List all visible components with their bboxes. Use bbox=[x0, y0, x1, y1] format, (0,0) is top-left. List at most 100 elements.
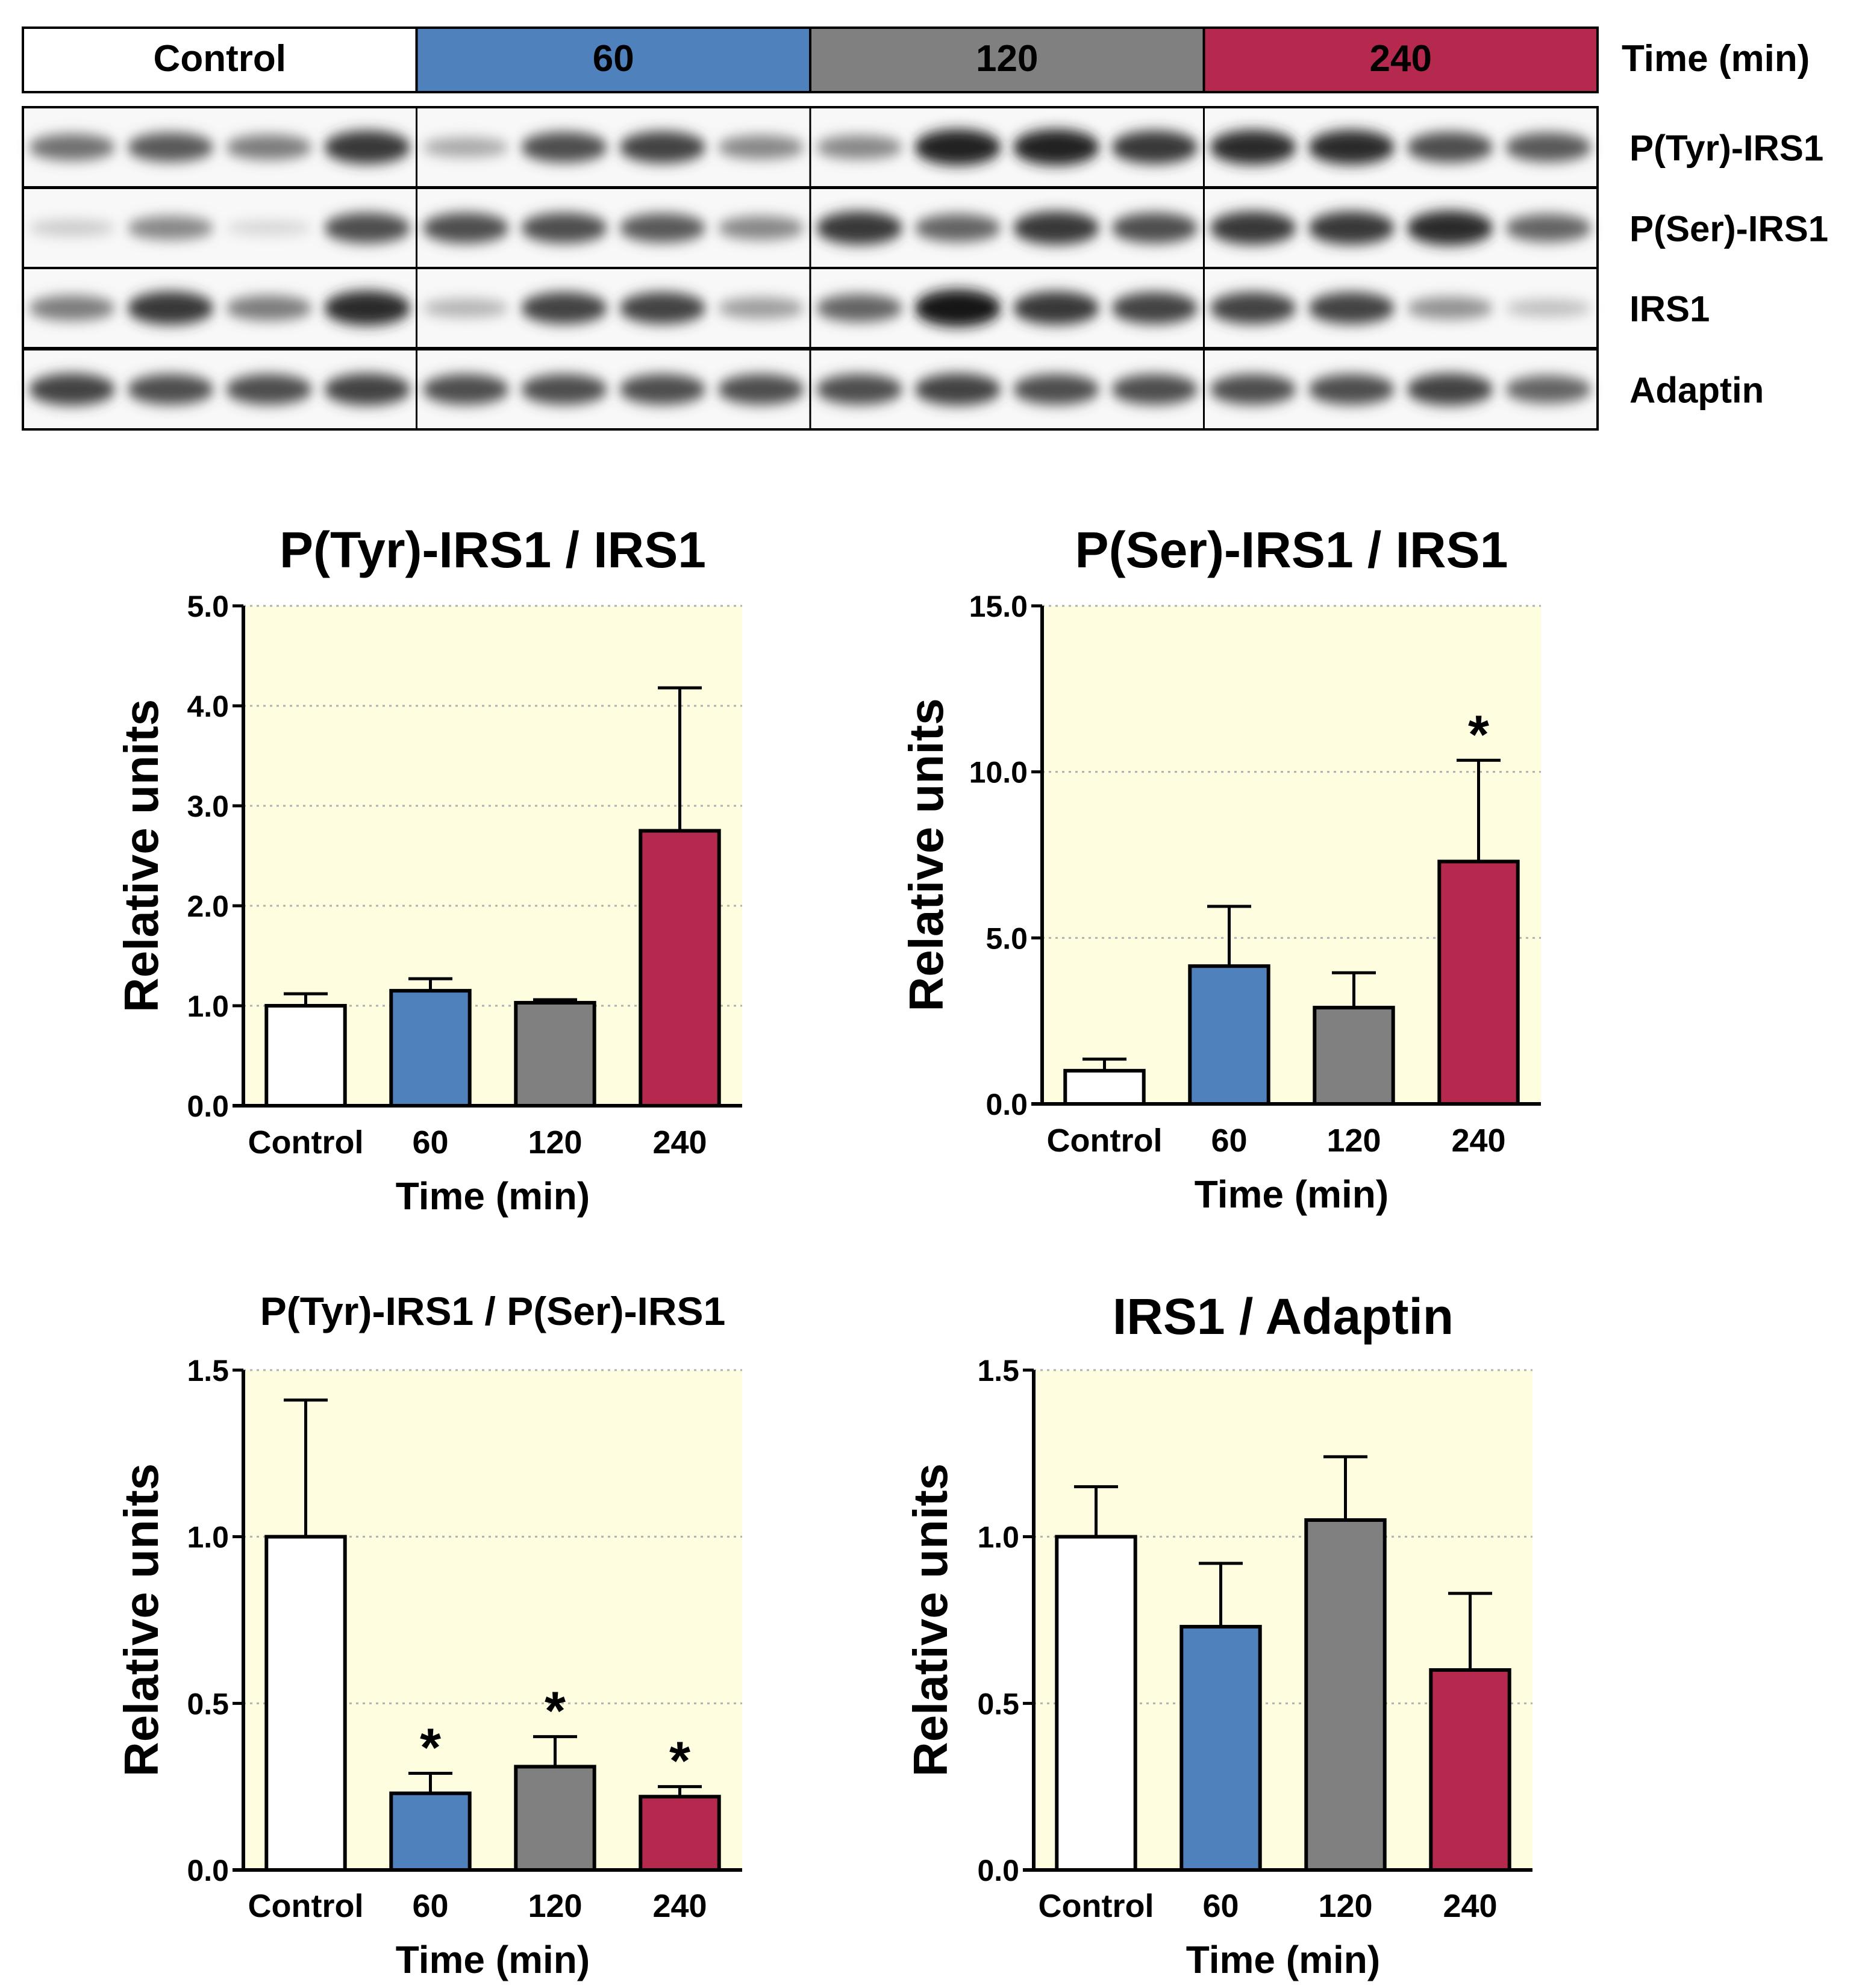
x-tick-label: Control bbox=[1039, 1888, 1154, 1924]
protein-band bbox=[914, 214, 1001, 242]
protein-band bbox=[1210, 129, 1297, 165]
protein-band bbox=[619, 374, 706, 405]
protein-band bbox=[1407, 210, 1493, 246]
protein-band bbox=[1308, 129, 1395, 165]
protein-band bbox=[619, 292, 706, 324]
protein-band bbox=[127, 374, 214, 405]
time-axis-label: Time (min) bbox=[1622, 38, 1810, 79]
protein-band bbox=[127, 216, 214, 240]
protein-band bbox=[225, 220, 313, 235]
x-axis-label: Time (min) bbox=[1195, 1173, 1389, 1216]
protein-band bbox=[127, 132, 214, 162]
y-tick-label: 1.0 bbox=[977, 1521, 1019, 1554]
significance-marker: * bbox=[545, 1681, 566, 1742]
time-header-label: 60 bbox=[593, 38, 634, 79]
protein-band bbox=[914, 129, 1001, 166]
protein-band bbox=[1111, 374, 1198, 405]
y-tick-label: 0.0 bbox=[187, 1854, 229, 1887]
x-tick-label: 120 bbox=[528, 1124, 582, 1161]
bar-chart: P(Tyr)-IRS1 / P(Ser)-IRS1 0.0 0.5 1.0 1.5 Con… bbox=[114, 1289, 742, 1981]
western-blot: Control 60 120 240 Time (min) P(Tyr)-IRS1 P(Se… bbox=[22, 26, 1828, 431]
protein-band bbox=[225, 134, 313, 160]
blot-bands bbox=[28, 373, 1592, 405]
protein-band bbox=[1308, 374, 1395, 405]
bar bbox=[514, 1001, 596, 1108]
x-tick-label: 120 bbox=[528, 1888, 582, 1924]
protein-band bbox=[1210, 211, 1297, 245]
y-tick-label: 10.0 bbox=[969, 756, 1028, 790]
x-tick-label: Control bbox=[1047, 1123, 1163, 1159]
x-tick-label: Control bbox=[248, 1124, 364, 1161]
y-tick-label: 1.0 bbox=[187, 1521, 229, 1554]
protein-band bbox=[323, 130, 411, 164]
y-tick-label: 0.0 bbox=[977, 1854, 1019, 1887]
bar-chart: IRS1 / Adaptin 0.0 0.5 1.0 1.5 Control 60 120 24… bbox=[904, 1288, 1532, 1981]
y-tick-label: 1.0 bbox=[187, 989, 229, 1023]
bar bbox=[1055, 1535, 1137, 1872]
protein-band bbox=[717, 135, 805, 160]
y-tick-label: 4.0 bbox=[187, 690, 229, 723]
protein-band bbox=[1111, 213, 1198, 243]
bar-chart: P(Ser)-IRS1 / IRS1 0.0 5.0 10.0 15.0 Control 6… bbox=[899, 522, 1541, 1216]
bar bbox=[1179, 1625, 1262, 1872]
significance-marker: * bbox=[1468, 705, 1489, 765]
time-header-cell bbox=[809, 26, 1205, 93]
x-tick-label: Control bbox=[248, 1888, 364, 1924]
protein-band bbox=[520, 132, 608, 163]
y-tick-label: 3.0 bbox=[187, 790, 229, 823]
protein-band bbox=[1210, 292, 1297, 324]
y-tick-label: 0.0 bbox=[986, 1088, 1028, 1121]
protein-band bbox=[520, 292, 608, 324]
bar bbox=[514, 1765, 596, 1872]
protein-band bbox=[816, 135, 903, 160]
blot-bands bbox=[28, 129, 1592, 166]
protein-band bbox=[717, 297, 805, 319]
bar bbox=[1429, 1668, 1511, 1872]
y-axis-label: Relative units bbox=[114, 1463, 168, 1777]
bar bbox=[389, 1791, 472, 1872]
bar bbox=[1063, 1068, 1146, 1106]
y-tick-label: 1.5 bbox=[977, 1354, 1019, 1388]
protein-band bbox=[127, 291, 214, 325]
protein-band bbox=[1111, 292, 1198, 324]
y-tick-label: 0.5 bbox=[187, 1687, 229, 1721]
x-tick-label: 60 bbox=[1211, 1123, 1247, 1159]
protein-band bbox=[619, 213, 706, 243]
chart-title: P(Ser)-IRS1 / IRS1 bbox=[1075, 522, 1508, 578]
x-axis-label: Time (min) bbox=[1186, 1938, 1380, 1981]
x-tick-label: 240 bbox=[1451, 1123, 1505, 1159]
bar bbox=[639, 1795, 721, 1872]
y-axis-label: Relative units bbox=[114, 699, 168, 1012]
blot-row-label: P(Tyr)-IRS1 bbox=[1629, 128, 1823, 169]
protein-band bbox=[1505, 132, 1592, 162]
y-tick-label: 2.0 bbox=[187, 890, 229, 923]
y-tick-label: 0.0 bbox=[187, 1089, 229, 1123]
time-header-cell bbox=[22, 26, 418, 93]
protein-band bbox=[816, 374, 903, 405]
protein-band bbox=[28, 295, 116, 321]
bar bbox=[1437, 859, 1520, 1106]
protein-band bbox=[1308, 211, 1395, 245]
significance-marker: * bbox=[420, 1718, 441, 1778]
protein-band bbox=[1013, 374, 1100, 405]
bar bbox=[264, 1004, 347, 1108]
x-tick-label: 120 bbox=[1318, 1888, 1372, 1924]
time-header-label: 120 bbox=[976, 38, 1038, 79]
protein-band bbox=[1505, 375, 1592, 404]
protein-band bbox=[1013, 291, 1100, 325]
protein-band bbox=[28, 220, 116, 236]
x-tick-label: 60 bbox=[1202, 1888, 1239, 1924]
protein-band bbox=[816, 211, 903, 245]
protein-band bbox=[1407, 132, 1493, 163]
protein-band bbox=[225, 295, 313, 321]
protein-band bbox=[225, 374, 313, 405]
y-tick-label: 5.0 bbox=[986, 921, 1028, 955]
protein-band bbox=[619, 131, 706, 163]
protein-band bbox=[422, 137, 510, 158]
x-tick-label: 120 bbox=[1326, 1123, 1381, 1159]
x-tick-label: 240 bbox=[652, 1888, 707, 1924]
protein-band bbox=[422, 299, 510, 317]
y-tick-label: 5.0 bbox=[187, 590, 229, 623]
protein-band bbox=[323, 290, 411, 326]
